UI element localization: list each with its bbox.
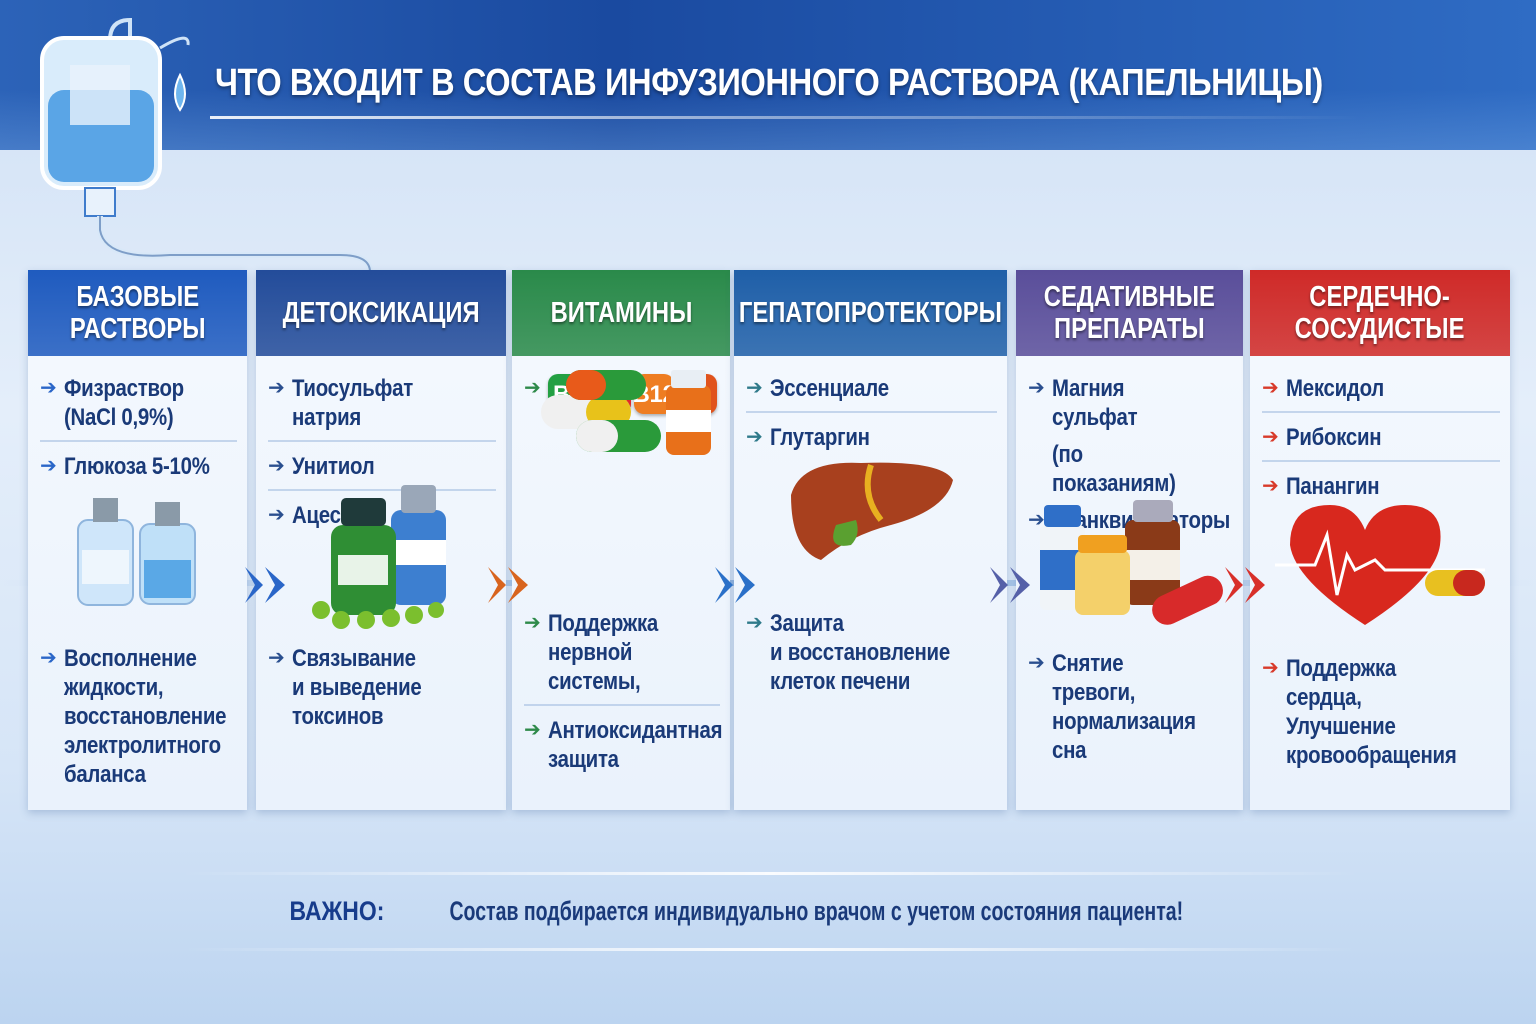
flow-arrow-icon	[488, 567, 528, 603]
column-header: ВИТАМИНЫ	[512, 270, 730, 356]
column-5: СЕДАТИВНЫЕ ПРЕПАРАТЫ ➔ Магния сульфат (по п…	[1016, 270, 1243, 810]
column-6: СЕРДЕЧНО- СОСУДИСТЫЕ ➔ Мексидол ➔ Рибоксин ➔ П…	[1250, 270, 1510, 810]
list-item: ➔ Панангин	[1262, 473, 1380, 500]
liver-icon	[734, 455, 1007, 565]
bottles-icon	[28, 490, 247, 610]
effect-item: ➔ Снятие тревоги, нормализация сна	[1028, 650, 1196, 764]
arrow-icon: ➔	[1262, 426, 1279, 448]
title-banner	[0, 0, 1536, 150]
list-item: ➔ Эссенциале	[746, 370, 997, 413]
list-item: (по показаниям)	[1052, 441, 1176, 497]
component-list: ➔ Мексидол ➔ Рибоксин ➔ Панангин	[1250, 356, 1510, 505]
page-title: ЧТО ВХОДИТ В СОСТАВ ИНФУЗИОННОГО РАСТВОР…	[215, 62, 1323, 104]
effect-item: ➔ Поддержка сердца, Улучшение кровообраще…	[1262, 655, 1457, 769]
pill-bottles-icon	[1016, 495, 1243, 625]
column-title: ГЕПАТОПРОТЕКТОРЫ	[738, 297, 1003, 329]
heart-icon	[1250, 500, 1510, 630]
flow-arrow-icon	[990, 567, 1030, 603]
arrow-icon: ➔	[1262, 475, 1279, 497]
arrow-icon: ➔	[1028, 509, 1045, 531]
column-header: ГЕПАТОПРОТЕКТОРЫ	[734, 270, 1007, 356]
arrow-icon: ➔	[40, 455, 57, 477]
list-item: ➔ Магния сульфат	[1028, 375, 1138, 431]
divider	[180, 872, 1360, 875]
effect-item: ➔ Связывание и выведение токсинов	[268, 645, 422, 730]
list-item: ➔ Мексидол	[1262, 370, 1500, 413]
column-header: БАЗОВЫЕ РАСТВОРЫ	[28, 270, 247, 356]
column-title: СЕДАТИВНЫЕ ПРЕПАРАТЫ	[1043, 281, 1216, 345]
effect-list: ➔ Поддержка нервной системы, ➔ Антиоксидант…	[512, 605, 730, 778]
column-2: ДЕТОКСИКАЦИЯ ➔ Тиосульфат натрия ➔ Унитиол ➔ А…	[256, 270, 506, 810]
flow-arrow-icon	[715, 567, 755, 603]
arrow-icon: ➔	[524, 377, 541, 399]
important-note: ВАЖНО: Состав подбирается индивидуально …	[0, 896, 1536, 927]
detox-bottles-icon	[256, 480, 506, 630]
column-header: СЕДАТИВНЫЕ ПРЕПАРАТЫ	[1016, 270, 1243, 356]
column-4: ГЕПАТОПРОТЕКТОРЫ ➔ Эссенциале ➔ Глутаргин ➔ За…	[734, 270, 1007, 810]
arrow-icon: ➔	[746, 426, 763, 448]
list-item: ➔ Физраствор (NaCl 0,9%)	[40, 370, 237, 442]
arrow-icon: ➔	[1028, 377, 1045, 399]
column-title: БАЗОВЫЕ РАСТВОРЫ	[69, 281, 206, 345]
column-title: СЕРДЕЧНО- СОСУДИСТЫЕ	[1295, 281, 1465, 345]
note-text: Состав подбирается индивидуально врачом …	[448, 896, 1183, 926]
arrow-icon: ➔	[746, 377, 763, 399]
flow-arrow-icon	[1225, 567, 1265, 603]
note-label: ВАЖНО:	[289, 896, 384, 926]
divider	[180, 948, 1360, 951]
effect-item: ➔ Защита и восстановление клеток печени	[746, 610, 950, 695]
list-item: ➔ Глутаргин	[746, 424, 870, 451]
arrow-icon: ➔	[524, 612, 541, 634]
iv-bag-icon	[40, 17, 373, 273]
arrow-icon: ➔	[1262, 657, 1279, 679]
arrow-icon: ➔	[40, 647, 57, 669]
effect-list: ➔ Поддержка сердца, Улучшение кровообраще…	[1250, 650, 1510, 774]
component-list: ➔ Физраствор (NaCl 0,9%) ➔ Глюкоза 5-10%	[28, 356, 247, 485]
title-underline	[210, 116, 1360, 119]
arrow-icon: ➔	[1028, 652, 1045, 674]
column-1: БАЗОВЫЕ РАСТВОРЫ ➔ Физраствор (NaCl 0,9%) ➔…	[28, 270, 247, 810]
arrow-icon: ➔	[268, 377, 285, 399]
arrow-icon: ➔	[268, 647, 285, 669]
arrow-icon: ➔	[746, 612, 763, 634]
arrow-icon: ➔	[40, 377, 57, 399]
arrow-icon: ➔	[1262, 377, 1279, 399]
effect-item: ➔ Восполнение жидкости, восстановление эл…	[40, 645, 227, 788]
column-3: ВИТАМИНЫ➔B1B6B12C➔Поддержка нервной сист…	[512, 270, 730, 810]
effect-item: ➔ Поддержка нервной системы,	[524, 605, 720, 706]
effect-item: ➔ Антиоксидантная защита	[524, 717, 723, 773]
list-item: ➔ Унитиол	[268, 448, 496, 491]
effect-list: ➔ Защита и восстановление клеток печени	[734, 605, 1007, 700]
column-title: ВИТАМИНЫ	[550, 297, 692, 329]
list-item: ➔ Глюкоза 5-10%	[40, 453, 210, 480]
column-header: ДЕТОКСИКАЦИЯ	[256, 270, 506, 356]
arrow-icon: ➔	[268, 455, 285, 477]
list-item: ➔ Рибоксин	[1262, 419, 1500, 462]
vitamin-capsules-icon	[512, 365, 730, 465]
effect-list: ➔ Связывание и выведение токсинов	[256, 640, 506, 735]
effect-list: ➔ Снятие тревоги, нормализация сна	[1016, 645, 1243, 769]
arrow-icon: ➔	[268, 504, 285, 526]
column-title: ДЕТОКСИКАЦИЯ	[282, 297, 480, 329]
flow-arrow-icon	[245, 567, 285, 603]
list-item: ➔ Тиосульфат натрия	[268, 370, 496, 442]
column-header: СЕРДЕЧНО- СОСУДИСТЫЕ	[1250, 270, 1510, 356]
effect-list: ➔ Восполнение жидкости, восстановление эл…	[28, 640, 247, 793]
arrow-icon: ➔	[524, 719, 541, 741]
component-list: ➔ Эссенциале ➔ Глутаргин	[734, 356, 1007, 456]
